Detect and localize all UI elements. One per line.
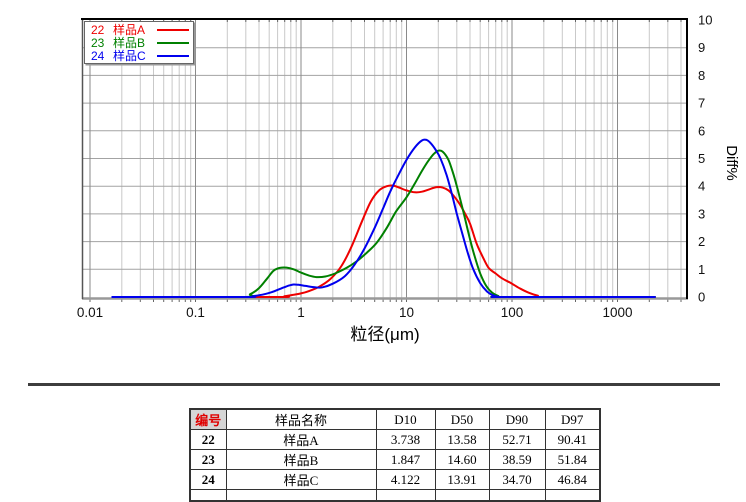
table-header-row: 编号 样品名称 D10 D50 D90 D97 xyxy=(189,408,601,430)
x-tick-label: 1 xyxy=(297,305,305,320)
cell-sample-name: 样品C xyxy=(225,469,377,490)
x-tick-label: 0.01 xyxy=(77,305,103,320)
legend-sample-id: 24 xyxy=(91,48,105,63)
y-tick-label: 3 xyxy=(698,206,705,221)
legend-item-sample-a: 22 样品A xyxy=(85,22,193,37)
legend-sample-id: 22 xyxy=(91,22,105,37)
col-header-id: 编号 xyxy=(189,408,227,430)
chart-legend: 22 样品A 23 样品B 24 样品C xyxy=(84,21,194,64)
x-axis-title: 粒径(μm) xyxy=(350,325,419,344)
y-tick-label: 2 xyxy=(698,234,705,249)
y-tick-label: 9 xyxy=(698,40,705,55)
cell-d90: 52.71 xyxy=(488,429,546,450)
y-tick-label: 10 xyxy=(698,13,712,28)
cell-d90: 38.59 xyxy=(488,449,546,470)
separator-line xyxy=(28,383,720,386)
x-tick-label: 0.1 xyxy=(186,305,205,320)
col-header-sample-name: 样品名称 xyxy=(225,408,377,430)
legend-sample-id: 23 xyxy=(91,35,105,50)
y-tick-label: 1 xyxy=(698,262,705,277)
results-table: 编号 样品名称 D10 D50 D90 D97 22 样品A 3.738 13.… xyxy=(189,408,601,502)
cell-d10: 1.847 xyxy=(375,449,436,470)
cell-sample-name: 样品B xyxy=(225,449,377,470)
table-row: 24 样品C 4.122 13.91 34.70 46.84 xyxy=(189,469,601,490)
legend-item-sample-c: 24 样品C xyxy=(85,48,193,63)
y-tick-label: 7 xyxy=(698,96,705,111)
curve-sample-24 xyxy=(111,138,656,299)
cell-id: 24 xyxy=(189,469,227,490)
col-header-d90: D90 xyxy=(488,408,546,430)
cell-d10: 3.738 xyxy=(375,429,436,450)
cell-sample-name: 样品A xyxy=(225,429,377,450)
curve-sample-22 xyxy=(111,184,656,299)
y-tick-label: 4 xyxy=(698,179,705,194)
legend-item-sample-b: 23 样品B xyxy=(85,35,193,50)
grid-horizontal xyxy=(82,47,688,270)
cell-d97: 51.84 xyxy=(544,449,601,470)
cell-d90: 34.70 xyxy=(488,469,546,490)
y-axis-title: Diff% xyxy=(723,145,740,181)
x-tick-label: 10 xyxy=(399,305,414,320)
col-header-d10: D10 xyxy=(375,408,436,430)
legend-line-swatch xyxy=(157,41,189,44)
y-tick-label: 8 xyxy=(698,68,705,83)
cell-id: 22 xyxy=(189,429,227,450)
table-row: 23 样品B 1.847 14.60 38.59 51.84 xyxy=(189,449,601,470)
curve-sample-23 xyxy=(111,149,656,299)
y-tick-label: 6 xyxy=(698,123,705,138)
cell-d50: 13.58 xyxy=(434,429,490,450)
legend-line-swatch xyxy=(157,28,189,31)
cell-d50: 13.91 xyxy=(434,469,490,490)
y-tick-label: 5 xyxy=(698,151,705,166)
cell-id: 23 xyxy=(189,449,227,470)
cell-d50: 14.60 xyxy=(434,449,490,470)
col-header-d50: D50 xyxy=(434,408,490,430)
x-tick-label: 1000 xyxy=(602,305,632,320)
cell-d97: 46.84 xyxy=(544,469,601,490)
y-tick-label: 0 xyxy=(698,290,705,305)
col-header-d97: D97 xyxy=(544,408,601,430)
table-row: 22 样品A 3.738 13.58 52.71 90.41 xyxy=(189,429,601,450)
legend-sample-name: 样品A xyxy=(113,23,146,37)
cell-d97: 90.41 xyxy=(544,429,601,450)
chart-region: 0 1 2 3 4 5 6 7 8 9 10 0.01 0.1 1 10 100 1000 粒径(μm) Diff%… xyxy=(77,13,740,345)
legend-sample-name: 样品B xyxy=(113,36,146,50)
table-row-clipped xyxy=(189,489,601,501)
legend-sample-name: 样品C xyxy=(113,49,146,63)
legend-line-swatch xyxy=(157,54,189,57)
x-tick-label: 100 xyxy=(501,305,524,320)
cell-d10: 4.122 xyxy=(375,469,436,490)
